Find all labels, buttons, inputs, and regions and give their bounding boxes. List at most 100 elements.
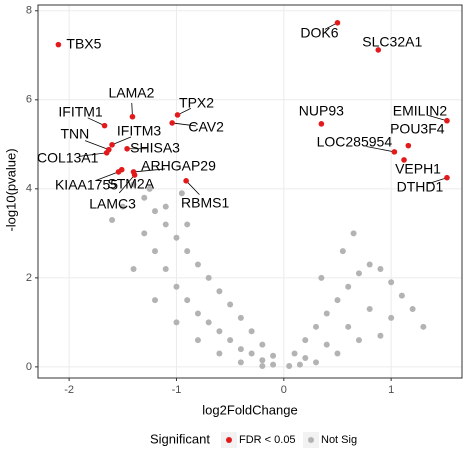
point [141,230,148,237]
point [194,337,201,344]
point-label: ARHGAP29 [141,158,216,174]
point-label: VEPH1 [395,161,441,177]
point [345,283,352,290]
point [103,149,110,156]
legend-marker [226,437,232,443]
label-connector [427,177,448,185]
legend-label: Not Sig [321,434,357,446]
point-label: CAV2 [188,119,224,135]
point-label: TNN [60,125,89,141]
point [152,248,159,255]
point [216,328,223,335]
x-tick-label: 0 [281,384,287,396]
point-label: SLC32A1 [362,34,422,50]
point [173,234,180,241]
point [313,323,320,330]
point [162,221,169,228]
point [146,185,153,192]
point [259,341,266,348]
point-label: COL13A1 [37,149,99,165]
label-connector [133,168,166,173]
legend-title: Significant [150,431,210,446]
point [152,297,159,304]
point [334,350,341,357]
point [205,319,212,326]
point [237,359,244,366]
point [109,216,116,223]
point [355,270,362,277]
point [124,145,130,152]
point-label: IFITM1 [58,103,103,119]
label-connector [79,152,107,157]
point [152,208,159,215]
point [377,265,384,272]
point [401,157,407,163]
point [444,117,450,124]
point [302,354,309,361]
label-connector [172,122,197,127]
label-connector [95,171,119,181]
point [405,142,412,149]
point [409,306,416,313]
point [173,283,180,290]
point [355,337,362,344]
point-label: LAMA2 [108,84,154,100]
point [270,361,277,368]
y-tick-label: 4 [26,183,32,195]
point [131,172,138,178]
point [55,41,62,48]
point-label: EMILIN2 [393,102,448,118]
point [345,323,352,330]
point [237,314,244,321]
y-axis-title: -log10(pvalue) [3,148,18,231]
point [184,297,191,304]
point-label: TBX5 [66,35,101,51]
point [184,248,191,255]
point-label: LAMC3 [89,196,136,212]
point [444,174,450,181]
point-label: LOC285954 [317,134,393,150]
point [366,306,373,313]
x-tick-label: -1 [172,384,182,396]
point [119,203,126,210]
point-label: TPX2 [179,95,214,111]
point [169,120,175,126]
point [259,357,266,364]
point-label: IFITM3 [117,122,162,138]
point-label: NUP93 [299,103,344,119]
point [205,274,212,281]
point [227,337,234,344]
point [398,292,405,299]
point [237,346,244,353]
point [227,301,234,308]
point [366,261,373,268]
point [194,310,201,317]
legend-label: FDR < 0.05 [239,434,296,446]
point [318,121,325,127]
y-tick-label: 2 [26,272,32,284]
point [248,350,255,357]
point [420,323,427,330]
point [302,337,309,344]
point [248,328,255,335]
point [194,261,201,268]
label-connector [111,136,132,146]
point-label: DTHD1 [397,178,444,194]
point-label: SHISA3 [130,139,180,155]
label-connector [87,117,105,126]
point-label: DOK6 [300,25,338,41]
y-tick-label: 0 [26,361,32,373]
point-label: POU3F4 [390,120,445,136]
label-connector [185,180,200,195]
plot-border [37,4,463,379]
point-label: STM2A [107,175,154,191]
point [178,190,185,197]
x-tick-label: -2 [64,384,74,396]
label-connector [427,114,448,122]
point [129,113,136,120]
point [101,122,108,129]
point [334,297,341,304]
point [118,166,125,173]
point [291,350,298,357]
point [313,359,320,366]
